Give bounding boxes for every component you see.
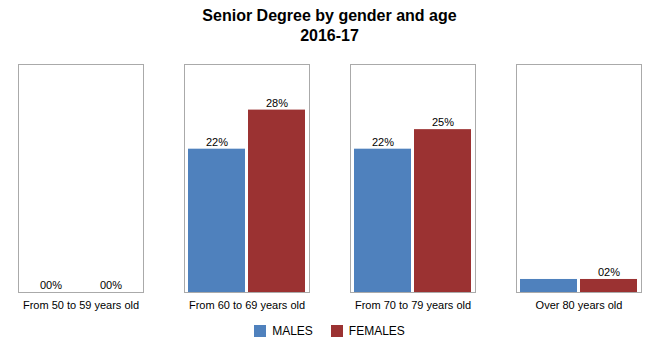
svg-text:22%: 22% — [206, 136, 228, 148]
html-text:MALES: MALES — [272, 324, 313, 338]
svg-text:From 60 to 69 years old: From 60 to 69 years old — [189, 299, 305, 311]
html-text:FEMALES: FEMALES — [348, 324, 405, 338]
svg-text:00%: 00% — [40, 279, 62, 291]
svg-text:02%: 02% — [598, 266, 620, 278]
svg-text:22%: 22% — [372, 136, 394, 148]
svg-text:Over 80 years old: Over 80 years old — [536, 299, 623, 311]
svg-text:From 70 to 79 years old: From 70 to 79 years old — [355, 299, 471, 311]
svg-text:25%: 25% — [432, 116, 454, 128]
svg-text:00%: 00% — [100, 279, 122, 291]
html-text:2016-17: 2016-17 — [300, 27, 359, 44]
svg-text:28%: 28% — [266, 97, 288, 109]
html-text:Senior Degree by gender and ag: Senior Degree by gender and age — [202, 7, 457, 24]
svg-text:From 50 to 59 years old: From 50 to 59 years old — [23, 299, 139, 311]
